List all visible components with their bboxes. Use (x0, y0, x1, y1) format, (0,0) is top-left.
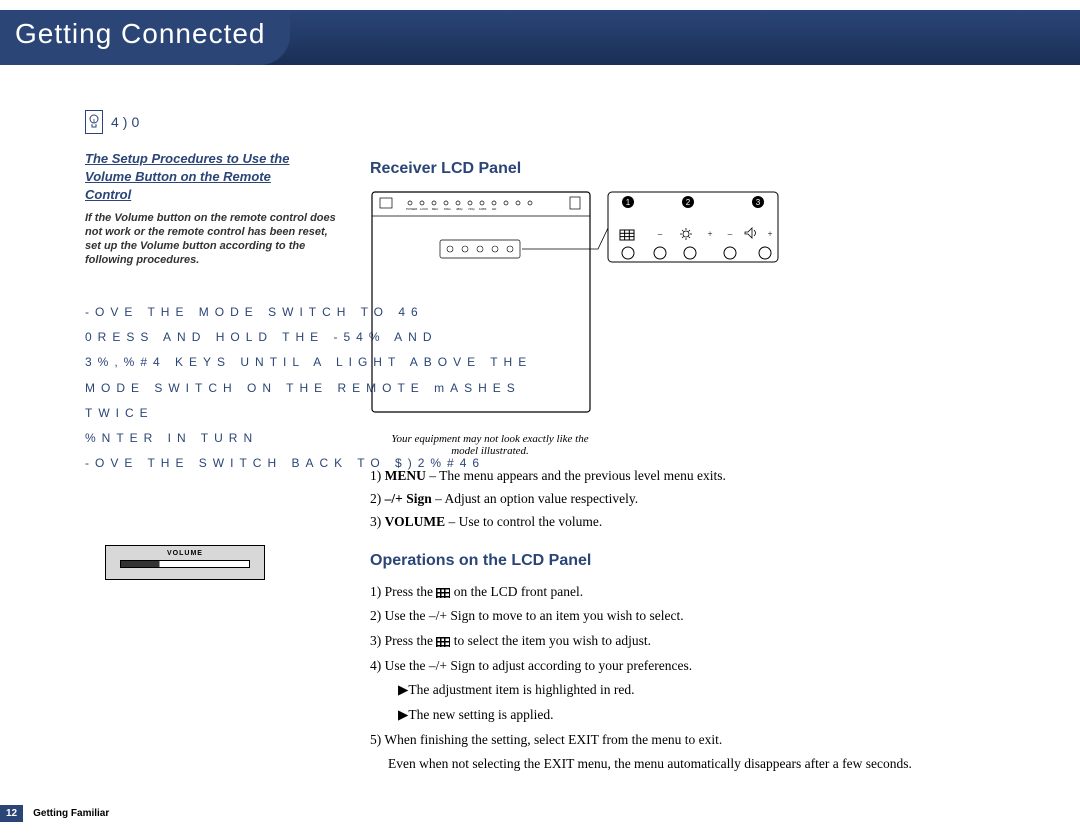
operations-list: 1) Press the on the LCD front panel. 2) … (370, 580, 990, 776)
svg-text:REC: REC (432, 207, 439, 211)
item-desc: – The menu appears and the previous leve… (426, 468, 726, 483)
menu-icon (436, 637, 450, 647)
list-item: 1) Press the on the LCD front panel. (370, 580, 990, 604)
item-text: 3) Press the (370, 633, 436, 648)
list-subitem: ▶The adjustment item is highlighted in r… (370, 678, 990, 702)
item-label: –/+ Sign (385, 491, 432, 506)
setup-title-line2: Volume Button on the Remote (85, 169, 271, 184)
list-subitem: ▶The new setting is applied. (370, 703, 990, 727)
left-column: The Setup Procedures to Use the Volume B… (85, 150, 345, 268)
svg-text:–: – (657, 229, 663, 239)
receiver-items: 1) MENU – The menu appears and the previ… (370, 465, 990, 534)
svg-text:1: 1 (626, 198, 631, 207)
page-number: 12 (0, 805, 23, 822)
setup-title-line1: The Setup Procedures to Use the (85, 151, 289, 166)
svg-text:1080i: 1080i (479, 207, 487, 211)
setup-title: The Setup Procedures to Use the Volume B… (85, 150, 345, 205)
list-item: 1) MENU – The menu appears and the previ… (370, 465, 990, 488)
svg-text:720p: 720p (468, 207, 475, 211)
item-num: 1) (370, 468, 385, 483)
item-desc: – Use to control the volume. (445, 514, 602, 529)
header-banner: Getting Connected (0, 0, 1080, 80)
svg-text:LOCK: LOCK (420, 207, 428, 211)
setup-note: If the Volume button on the remote contr… (85, 211, 345, 268)
diagram-caption: Your equipment may not look exactly like… (380, 433, 600, 457)
volume-bar (120, 560, 250, 568)
tip-box: 4)0 (85, 110, 143, 134)
volume-label: VOLUME (106, 550, 264, 557)
item-num: 2) (370, 491, 385, 506)
svg-text:3: 3 (756, 198, 761, 207)
svg-text:–: – (727, 229, 733, 239)
svg-text:POWER: POWER (406, 207, 418, 211)
list-item: 4) Use the –/+ Sign to adjust according … (370, 654, 990, 678)
footer-section: Getting Familiar (33, 808, 109, 819)
list-item: 2) Use the –/+ Sign to move to an item y… (370, 604, 990, 628)
tip-code: 4)0 (111, 114, 143, 130)
right-column: Receiver LCD Panel POWERLOCK REC MSG 480p 7… (370, 160, 990, 777)
svg-text:2: 2 (686, 198, 691, 207)
item-text: on the LCD front panel. (450, 584, 583, 599)
volume-osd-box: VOLUME (105, 545, 265, 580)
list-item: 2) –/+ Sign – Adjust an option value res… (370, 488, 990, 511)
svg-text:MSG: MSG (444, 207, 452, 211)
list-item: 3) Press the to select the item you wish… (370, 629, 990, 653)
lcd-panel-diagram: POWERLOCK REC MSG 480p 720p 1080i HD 1 2 3 (370, 190, 990, 425)
menu-icon (436, 588, 450, 598)
item-text: to select the item you wish to adjust. (450, 633, 651, 648)
svg-text:+: + (767, 229, 772, 239)
item-label: VOLUME (385, 514, 445, 529)
svg-text:+: + (707, 229, 712, 239)
item-text: 1) Press the (370, 584, 436, 599)
item-num: 3) (370, 514, 385, 529)
svg-text:HD: HD (492, 207, 497, 211)
list-subitem: Even when not selecting the EXIT menu, t… (370, 752, 990, 776)
svg-text:480p: 480p (456, 207, 463, 211)
item-desc: – Adjust an option value respectively. (432, 491, 638, 506)
list-item: 3) VOLUME – Use to control the volume. (370, 511, 990, 534)
page-title: Getting Connected (15, 18, 266, 50)
list-item: 5) When finishing the setting, select EX… (370, 728, 990, 752)
lightbulb-icon (85, 110, 103, 134)
item-label: MENU (385, 468, 426, 483)
setup-title-line3: Control (85, 187, 131, 202)
page-footer: 12 Getting Familiar (0, 805, 109, 822)
operations-heading: Operations on the LCD Panel (370, 552, 990, 570)
receiver-heading: Receiver LCD Panel (370, 160, 990, 178)
